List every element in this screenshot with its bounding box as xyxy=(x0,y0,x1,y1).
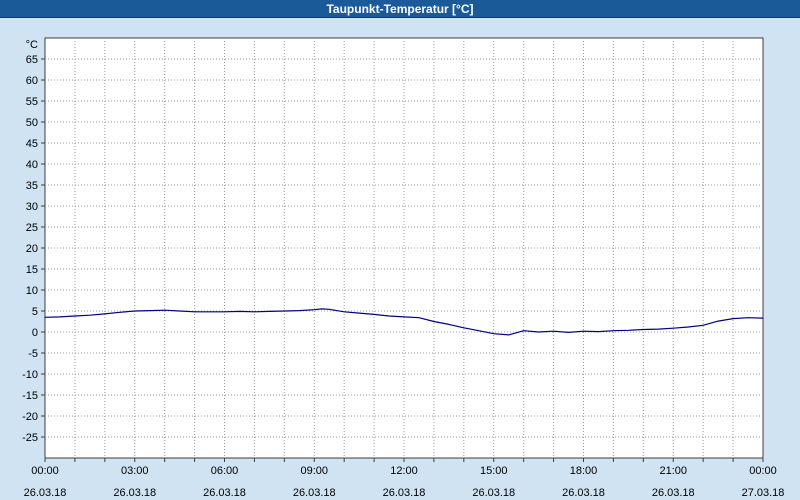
y-tick-label: 0 xyxy=(32,327,38,339)
x-tick-time-label: 09:00 xyxy=(300,465,328,477)
x-tick-date-label: 26.03.18 xyxy=(472,487,515,499)
y-tick-label: 20 xyxy=(26,243,38,255)
y-tick-label: 45 xyxy=(26,138,38,150)
dewpoint-line-chart: -25 -20 -15 -10 -5 0 5 10 15 20 25 30 35 40 45 50 55 60 65… xyxy=(22,37,785,499)
x-tick-time-label: 00:00 xyxy=(749,465,777,477)
x-tick-date-label: 26.03.18 xyxy=(203,487,246,499)
x-tick-time-label: 18:00 xyxy=(570,465,598,477)
x-tick-time-label: 12:00 xyxy=(390,465,418,477)
y-tick-label: 60 xyxy=(26,75,38,87)
y-tick-label: -10 xyxy=(22,369,38,381)
dewpoint-series-line xyxy=(44,308,764,336)
y-tick-label: 65 xyxy=(26,54,38,66)
y-tick-label: -5 xyxy=(28,348,38,360)
x-tick-time-label: 21:00 xyxy=(659,465,687,477)
x-tick-date-label: 26.03.18 xyxy=(652,487,695,499)
x-tick-date-label: 26.03.18 xyxy=(113,487,156,499)
y-tick-label: 40 xyxy=(26,159,38,171)
window-titlebar: Taupunkt-Temperatur [°C] xyxy=(0,0,800,18)
y-tick-label: 15 xyxy=(26,264,38,276)
x-tick-date-label: 27.03.18 xyxy=(742,487,785,499)
x-tick-date-label: 26.03.18 xyxy=(24,487,67,499)
y-tick-label: 35 xyxy=(26,180,38,192)
y-tick-label: -25 xyxy=(22,432,38,444)
y-tick-label: -15 xyxy=(22,390,38,402)
x-tick-date-label: 26.03.18 xyxy=(562,487,605,499)
x-tick-time-label: 00:00 xyxy=(31,465,59,477)
y-tick-label: 10 xyxy=(26,285,38,297)
y-tick-label: 5 xyxy=(32,306,38,318)
y-tick-label: 25 xyxy=(26,222,38,234)
window-title: Taupunkt-Temperatur [°C] xyxy=(326,1,474,16)
x-tick-time-label: 03:00 xyxy=(121,465,149,477)
y-tick-label: 55 xyxy=(26,96,38,108)
x-tick-time-label: 06:00 xyxy=(211,465,239,477)
x-tick-date-label: 26.03.18 xyxy=(383,487,426,499)
y-tick-label: 30 xyxy=(26,201,38,213)
x-tick-time-label: 15:00 xyxy=(480,465,508,477)
y-tick-label: 50 xyxy=(26,117,38,129)
y-tick-label: -20 xyxy=(22,411,38,423)
x-tick-date-label: 26.03.18 xyxy=(293,487,336,499)
y-axis-unit-label: °C xyxy=(26,39,38,51)
